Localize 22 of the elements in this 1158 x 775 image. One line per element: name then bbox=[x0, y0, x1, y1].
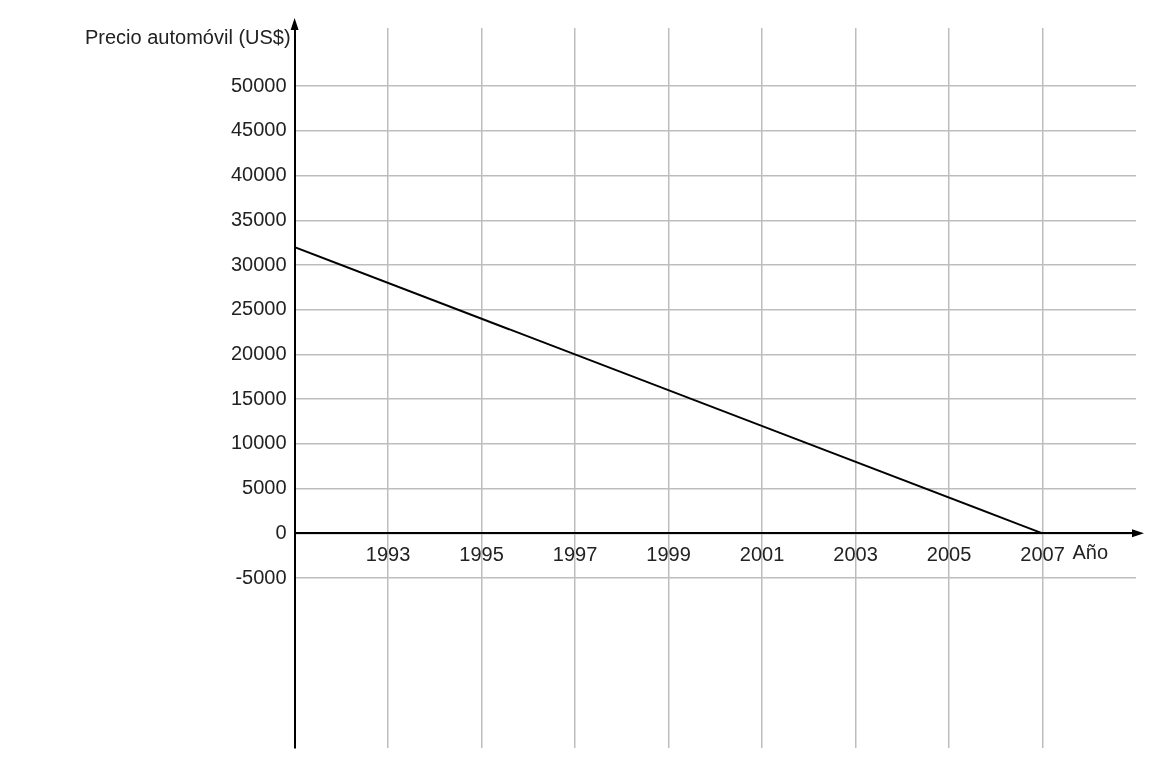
y-tick-label: -5000 bbox=[235, 565, 287, 588]
x-tick-label: 1997 bbox=[552, 542, 598, 565]
x-tick-label: 2005 bbox=[926, 542, 972, 565]
y-tick-label: 20000 bbox=[230, 341, 287, 364]
x-tick-label: 1999 bbox=[646, 542, 691, 565]
y-tick-label: 0 bbox=[275, 520, 287, 543]
x-tick-label: 2001 bbox=[739, 542, 785, 565]
y-axis-title: Precio automóvil (US$) bbox=[84, 25, 291, 48]
x-tick-label: 2007 bbox=[1020, 542, 1065, 565]
y-tick-label: 35000 bbox=[230, 207, 287, 230]
x-tick-label: 1993 bbox=[365, 542, 411, 565]
y-tick-label: 15000 bbox=[230, 386, 287, 409]
y-tick-label: 10000 bbox=[230, 431, 287, 454]
y-tick-label: 25000 bbox=[230, 297, 287, 320]
y-tick-label: 30000 bbox=[230, 252, 287, 275]
y-tick-label: 45000 bbox=[230, 118, 287, 141]
x-tick-label: 2003 bbox=[833, 542, 878, 565]
y-tick-label: 50000 bbox=[230, 73, 287, 96]
x-axis-title: Año bbox=[1072, 540, 1109, 563]
y-tick-label: 40000 bbox=[230, 163, 287, 186]
x-tick-label: 1995 bbox=[459, 542, 504, 565]
y-tick-label: 5000 bbox=[242, 476, 287, 499]
